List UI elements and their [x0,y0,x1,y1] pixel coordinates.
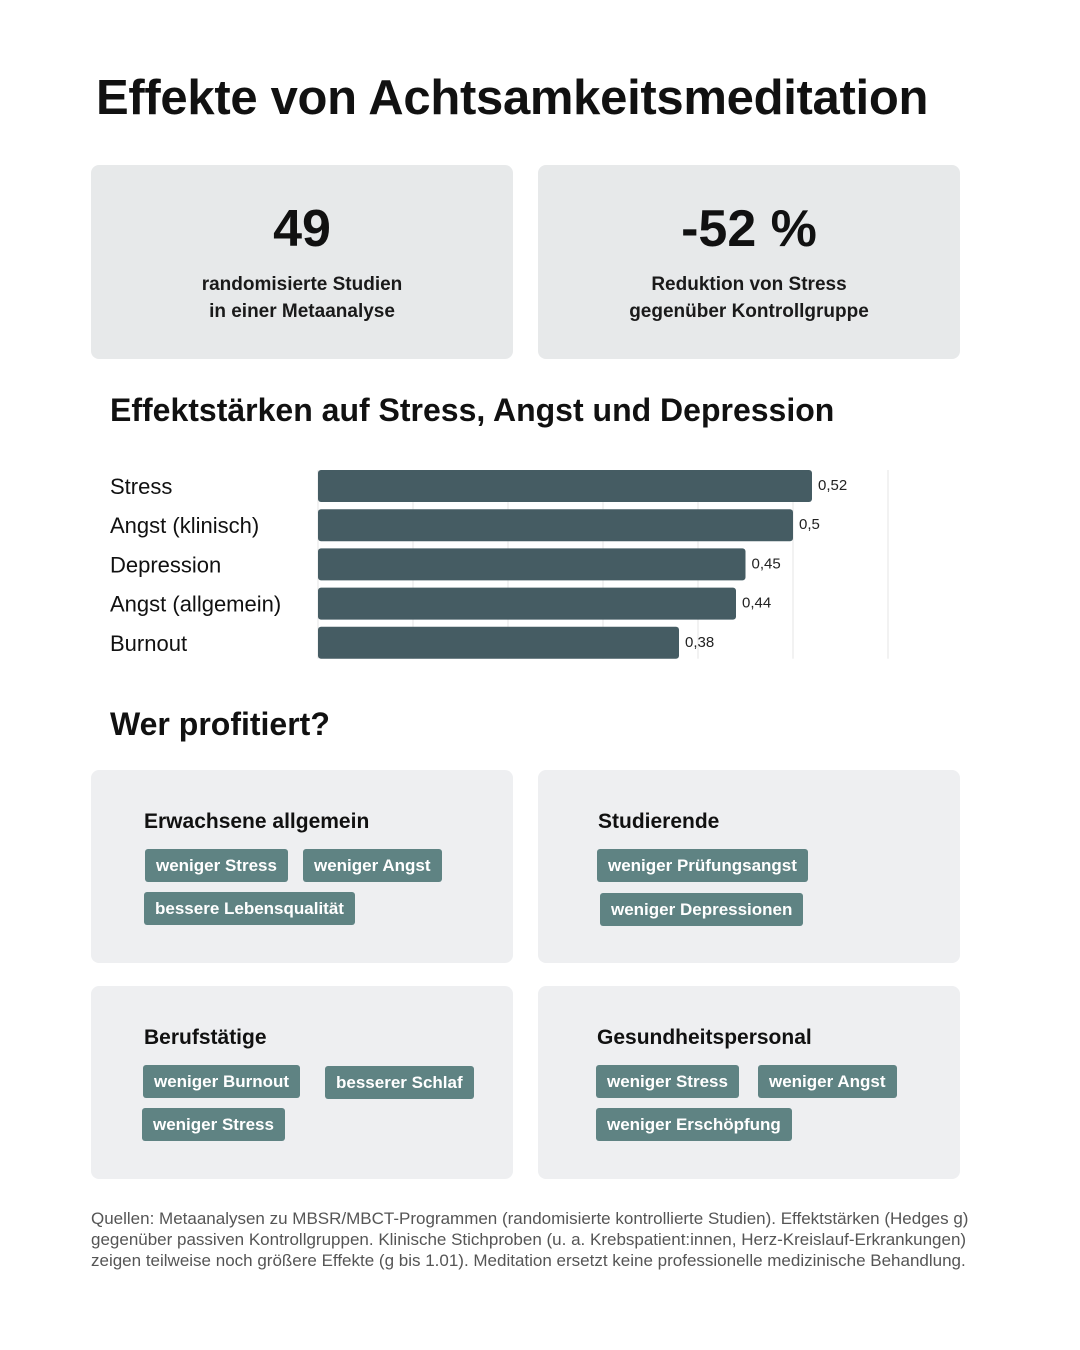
benefit-tag: weniger Angst [303,849,442,882]
stat-label-line: Reduktion von Stress [651,274,847,295]
page-title: Effekte von Achtsamkeitsmeditation [96,71,929,125]
benefit-tag: bessere Lebensqualität [144,892,355,925]
group-heading: Gesundheitspersonal [597,1026,812,1049]
benefit-tag: weniger Depressionen [600,893,804,926]
stat-value: 49 [273,200,331,258]
stat-value: -52 % [681,200,817,258]
bar-value-label: 0,45 [752,555,781,572]
benefit-tag: weniger Erschöpfung [596,1108,792,1141]
bar [318,548,746,581]
sources-note: Quellen: Metaanalysen zu MBSR/MBCT-Progr… [91,1209,969,1270]
benefit-tag: weniger Stress [145,849,288,882]
category-label: Angst (allgemein) [110,592,281,617]
group-heading: Erwachsene allgemein [144,810,370,833]
benefit-tag: weniger Prüfungsangst [597,849,808,882]
bar-value-label: 0,52 [818,477,847,494]
benefit-tag: weniger Burnout [143,1065,301,1098]
group-card-adults: Erwachsene allgemein weniger Stress weni… [91,770,513,963]
bar [318,509,793,542]
bar [318,587,736,620]
benefits-title: Wer profitiert? [110,706,330,742]
benefit-tag: besserer Schlaf [325,1066,474,1099]
stat-label: randomisierte Studien in einer Metaanaly… [91,271,513,325]
bar-value-label: 0,5 [799,516,820,533]
group-heading: Berufstätige [144,1026,267,1049]
category-label: Angst (klinisch) [110,513,259,538]
category-label: Depression [110,552,221,577]
benefit-tag: weniger Angst [758,1065,897,1098]
stat-label-line: randomisierte Studien [201,274,403,295]
stat-label-line: gegenüber Kontrollgruppe [629,301,869,322]
category-label: Stress [110,474,172,499]
stat-label: Reduktion von Stress gegenüber Kontrollg… [538,271,960,325]
group-card-workers: Berufstätige weniger Burnout besserer Sc… [91,986,513,1179]
benefit-tag: weniger Stress [142,1108,285,1141]
group-card-students: Studierende weniger Prüfungsangst wenige… [538,770,960,963]
group-heading: Studierende [598,810,720,833]
benefit-tag: weniger Stress [596,1065,739,1098]
effect-size-bar-chart: Stress 0,52 Angst (klinisch) 0,5 Depression 0… [110,470,889,659]
bar-value-label: 0,44 [742,595,771,612]
stat-card-stress-reduction: -52 % Reduktion von Stress gegenüber Kon… [538,165,960,359]
bar [318,626,679,659]
chart-title: Effektstärken auf Stress, Angst und Depr… [110,392,835,428]
bar-value-label: 0,38 [685,634,714,651]
bar [318,470,812,502]
category-label: Burnout [110,631,187,656]
group-card-health-staff: Gesundheitspersonal weniger Stress wenig… [538,986,960,1179]
stat-card-studies: 49 randomisierte Studien in einer Metaan… [91,165,513,359]
stat-label-line: in einer Metaanalyse [209,301,395,322]
